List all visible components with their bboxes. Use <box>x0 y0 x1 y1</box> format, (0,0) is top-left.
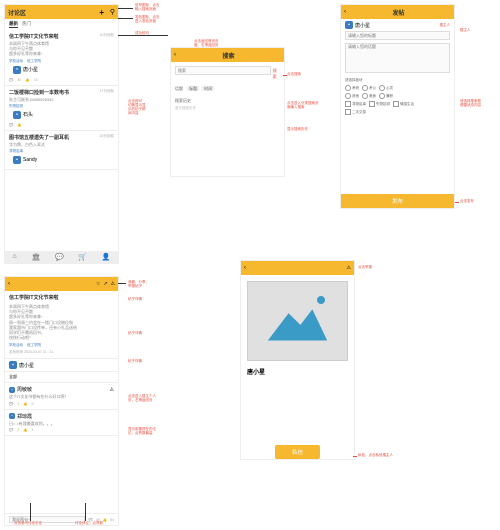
comment-item: 周敏敏⚠ 这个IT文化节都有些什么好口啊！ 💬1👍0 <box>5 383 118 409</box>
nav-user-icon[interactable]: 👤 <box>102 253 111 261</box>
search-input[interactable] <box>175 66 271 75</box>
comment-input[interactable] <box>9 516 85 523</box>
share-icon[interactable]: ↗ <box>103 281 107 287</box>
forum-panel: 讨论区 + ⚲ 最新 热门 信工学院IT文化节来啦10分钟前 本周四下午两点体育… <box>4 4 119 264</box>
nav-cart-icon[interactable]: 🛒 <box>78 253 87 261</box>
star-icon[interactable]: ☆ <box>96 281 100 287</box>
post-item[interactable]: 信工学院IT文化节来啦10分钟前 本周四下午两点体育馆 与你不见不散 超多好礼等… <box>5 30 118 86</box>
avatar <box>13 111 21 119</box>
back-icon[interactable]: ‹ <box>174 52 176 58</box>
avatar <box>13 156 21 164</box>
opt[interactable]: 考研 <box>345 85 359 91</box>
report-icon[interactable]: ⚠ <box>110 387 114 393</box>
search-panel: ‹ 搜索 搜索 话题 标题 时间 搜索历史 暂无搜索历史 <box>170 47 285 177</box>
bottom-nav: ⌂ 🏛 💬 🛒 👤 <box>5 251 118 263</box>
back-icon[interactable]: ‹ <box>8 281 10 287</box>
post-item[interactable]: 二饭楼梯口捡到一本数电书17分钟前 失主可联系15895926332 失物招领 … <box>5 86 118 131</box>
publish-panel: ‹ 发帖 唐小星楼主人 请选择板块 考研考公心灵 其他美食兼职 寻物启事失物招领… <box>340 4 455 209</box>
tabs: 最新 热门 <box>5 19 118 30</box>
author-row[interactable]: 唐小星 <box>5 358 118 372</box>
avatar <box>13 66 21 74</box>
comment-item: 郑琼霞 日= =有我最喜欢的。。。 💬0👍1 <box>5 410 118 436</box>
chip[interactable]: 标题 <box>187 86 199 91</box>
body-input[interactable] <box>345 43 450 73</box>
profile-header: ‹ ⚠ <box>241 261 354 275</box>
profile-panel: ‹ ⚠ 唐小星 私信 <box>240 260 355 460</box>
profile-image <box>247 281 348 361</box>
publish-header: ‹ 发帖 <box>341 5 454 19</box>
tab-latest[interactable]: 最新 <box>9 21 18 28</box>
report-icon[interactable]: ⚠ <box>111 281 115 287</box>
detail-panel: ‹ ☆ ↗ ⚠ 信工学院IT文化节来啦 本周四下午两点体育馆 与你不见不散 超多… <box>4 276 119 526</box>
post-item[interactable]: 图书馆五楼遗失了一副耳机20分钟前 华为牌、白色入耳式 寻物启事 Sandy <box>5 131 118 170</box>
search-title: 搜索 <box>222 51 234 60</box>
new-post-icon[interactable]: + <box>99 8 104 17</box>
title-input[interactable] <box>345 31 450 40</box>
detail-header: ‹ ☆ ↗ ⚠ <box>5 277 118 291</box>
forum-header: 讨论区 + ⚲ <box>5 5 118 19</box>
dm-btn[interactable]: 私信 <box>275 445 320 459</box>
nav-school-icon[interactable]: 🏛 <box>31 253 40 261</box>
chip[interactable]: 时间 <box>202 86 214 91</box>
report-icon[interactable]: ⚠ <box>347 265 351 271</box>
nav-chat-icon[interactable]: 💬 <box>55 253 64 261</box>
publish-btn[interactable]: 发布 <box>341 194 454 208</box>
forum-title: 讨论区 <box>8 8 26 17</box>
profile-name: 唐小星 <box>241 367 354 376</box>
search-btn[interactable]: 搜索 <box>273 66 280 80</box>
tab-hot[interactable]: 热门 <box>22 21 31 28</box>
search-header: ‹ 搜索 <box>171 48 284 62</box>
back-icon[interactable]: ‹ <box>344 9 346 15</box>
avatar <box>9 361 17 369</box>
back-icon[interactable]: ‹ <box>244 265 246 271</box>
nav-home-icon[interactable]: ⌂ <box>12 253 16 261</box>
search-icon[interactable]: ⚲ <box>110 8 115 16</box>
